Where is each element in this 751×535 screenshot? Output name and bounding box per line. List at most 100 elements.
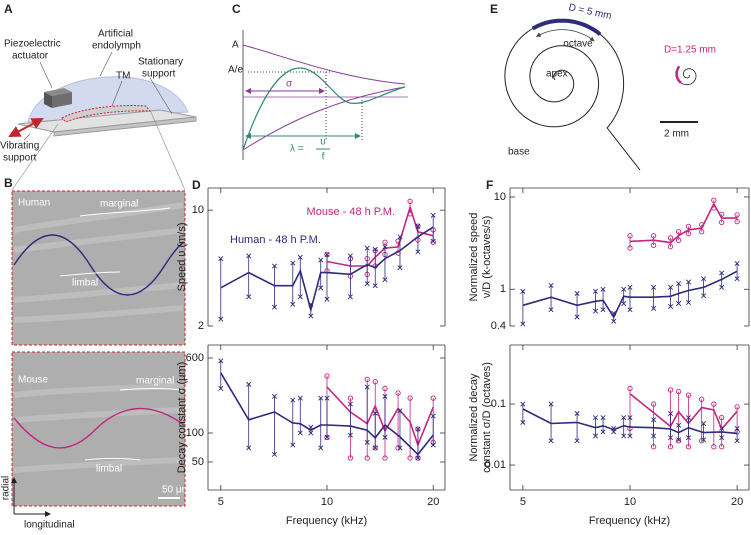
error-cap [685, 223, 692, 230]
error-cap [685, 415, 691, 421]
series-label: Human - 48 h P.M. [230, 234, 321, 246]
label: longitudinal [24, 520, 75, 531]
series-label: Mouse - 48 h P.M. [307, 206, 395, 218]
label: limbal [72, 278, 98, 289]
y-axis-label: Speed υ (m/s) [176, 223, 188, 292]
error-cap [382, 239, 388, 245]
series-line [629, 393, 738, 431]
error-cap [651, 433, 657, 439]
error-cap [364, 455, 370, 461]
error-cap [627, 415, 633, 421]
series-line [629, 202, 738, 244]
error-cap [364, 439, 370, 445]
error-cap [324, 395, 330, 401]
label: base [508, 147, 530, 158]
error-cap [347, 432, 353, 438]
actuator-side [44, 92, 52, 108]
error-cap [324, 434, 330, 440]
error-cap [520, 288, 526, 294]
y-tick-label: 0.4 [491, 320, 506, 332]
setup-diagram [8, 51, 197, 191]
label: endolymph [92, 41, 141, 52]
y-tick-label: 10 [494, 191, 506, 203]
error-cap [415, 426, 421, 432]
error-cap [627, 307, 633, 313]
error-cap [667, 235, 674, 241]
error-cap [676, 281, 682, 287]
y-tick-label: 100 [186, 427, 204, 439]
error-cap [668, 435, 674, 441]
error-cap [324, 373, 330, 379]
tm-strip [61, 105, 152, 123]
error-cap [627, 385, 633, 392]
error-cap [318, 257, 324, 263]
error-cap [719, 435, 725, 441]
error-cap [574, 290, 580, 297]
error-cap [719, 425, 725, 431]
error-cap [651, 417, 657, 423]
x-tick-label: 10 [624, 496, 636, 508]
error-cap [701, 437, 707, 443]
error-cap [290, 442, 296, 448]
error-cap [297, 395, 303, 401]
x-tick-label: 10 [321, 496, 333, 508]
y-axis-label: Normalized speed [468, 213, 480, 302]
error-cap [574, 410, 580, 417]
label: A [232, 40, 239, 51]
panel-label: B [4, 176, 13, 190]
label: Artificial [98, 29, 133, 40]
error-cap [318, 445, 324, 451]
error-cap [271, 393, 278, 399]
error-cap [297, 430, 303, 436]
panel-label: E [490, 2, 498, 16]
error-cap [364, 376, 370, 383]
error-cap [395, 390, 401, 396]
x-tick-label: 5 [218, 496, 224, 508]
error-cap [685, 435, 691, 441]
panel-label: D [192, 178, 201, 192]
y-axis-label: Decay constant σ (μm) [176, 362, 188, 474]
error-cap [685, 444, 692, 450]
error-cap [407, 198, 413, 204]
error-cap [246, 253, 252, 259]
error-cap [651, 284, 657, 290]
label: support [3, 153, 37, 164]
error-cap [246, 294, 252, 300]
x-axis-label: Frequency (kHz) [286, 515, 367, 527]
error-cap [407, 395, 413, 401]
wave [13, 407, 185, 449]
boundary [79, 207, 171, 217]
label: Stationary [138, 57, 183, 68]
wave [13, 234, 185, 296]
label: λ = [290, 144, 304, 155]
error-cap [650, 401, 657, 407]
error-cap [415, 223, 421, 229]
error-cap [734, 219, 740, 225]
error-cap [372, 283, 378, 289]
error-cap [407, 455, 413, 461]
label: actuator [12, 51, 49, 62]
error-cap [701, 293, 707, 299]
error-cap [397, 445, 403, 451]
leader-line [23, 133, 31, 141]
error-cap [364, 384, 370, 390]
error-cap [297, 294, 303, 300]
error-cap [734, 212, 740, 218]
panel-label: F [486, 178, 493, 192]
error-cap [668, 284, 674, 290]
error-cap [719, 219, 725, 226]
label: octave [563, 39, 593, 50]
envelope [242, 86, 406, 151]
error-cap [685, 392, 692, 398]
zoom-line [11, 123, 59, 191]
series-line [220, 372, 434, 456]
y-axis-label: Normalized decay [468, 373, 480, 462]
series-line [522, 408, 738, 435]
texture [13, 202, 184, 323]
label: Piezoelectric [4, 39, 61, 50]
error-cap [667, 243, 674, 250]
zoom-line [149, 109, 186, 191]
boundary [59, 271, 121, 277]
error-cap [415, 249, 421, 255]
error-cap [621, 433, 627, 439]
